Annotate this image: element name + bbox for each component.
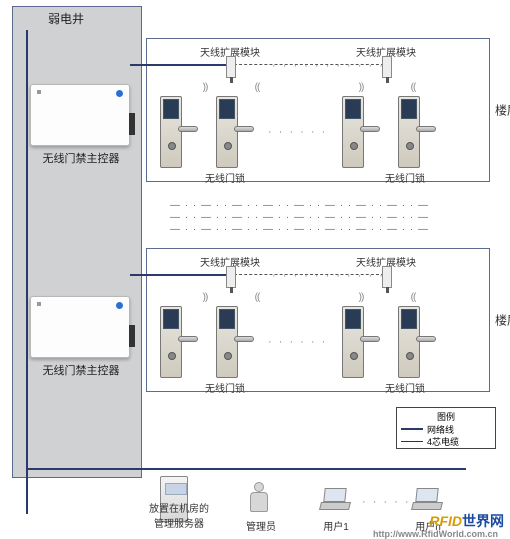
bus-to-ext-1 [130,274,230,276]
lock-label-1-right: 无线门锁 [380,380,430,395]
wireless-wave-icon: (( [398,292,428,303]
wireless-controller-n [30,84,130,146]
weak-current-shaft [12,6,142,478]
legend-box: 图例 网络线 4芯电缆 [396,407,496,449]
lock-dots-n: · · · · · · [268,126,327,138]
floor-label-1: 楼层1 [491,312,510,329]
watermark-logo: RFID世界网 http://www.RfidWorld.com.cn [429,511,504,531]
legend-title: 图例 [401,410,491,423]
wireless-door-lock [342,306,372,378]
wireless-wave-icon: (( [398,82,428,93]
shaft-label: 弱电井 [48,10,84,27]
lock-label-n-left: 无线门锁 [200,170,250,185]
legend-core: 4芯电缆 [427,435,459,448]
wireless-door-lock [216,96,246,168]
lock-label-n-right: 无线门锁 [380,170,430,185]
ext-dots-1: · · · · · · · · · · · [272,270,385,282]
wireless-door-lock [398,96,428,168]
admin-person-icon [248,482,270,514]
user-laptop-icon [412,488,442,510]
watermark-prefix: RFID [429,513,462,529]
wireless-wave-icon: )) [346,292,376,303]
wireless-door-lock [342,96,372,168]
lock-label-1-left: 无线门锁 [200,380,250,395]
antenna-ext-module [226,266,236,288]
floor-separator: — · · — · · — · · — · · — · · — · · — · … [170,212,470,223]
vertical-bus-line [26,30,28,514]
controller-label-1: 无线门禁主控器 [26,362,136,378]
wireless-door-lock [160,306,190,378]
bus-to-ext-n [130,64,230,66]
floor-separator: — · · — · · — · · — · · — · · — · · — · … [170,200,470,211]
controller-label-n: 无线门禁主控器 [26,150,136,166]
floor-separator: — · · — · · — · · — · · — · · — · · — · … [170,224,470,235]
wireless-wave-icon: (( [242,292,272,303]
antenna-ext-module [226,56,236,78]
lock-dots-1: · · · · · · [268,336,327,348]
user-laptop-icon [320,488,350,510]
ext-dots-n: · · · · · · · · · · · [272,60,385,72]
wireless-door-lock [398,306,428,378]
bottom-network-line [26,468,466,470]
wireless-wave-icon: (( [242,82,272,93]
server-label: 放置在机房的 管理服务器 [138,500,220,530]
user1-label: 用户1 [314,518,358,533]
wireless-door-lock [160,96,190,168]
wireless-wave-icon: )) [190,292,220,303]
wireless-wave-icon: )) [190,82,220,93]
admin-label: 管理员 [236,518,286,533]
floor-label-n: 楼层n [491,102,510,119]
wireless-door-lock [216,306,246,378]
wireless-wave-icon: )) [346,82,376,93]
wireless-controller-1 [30,296,130,358]
watermark-suffix: 世界网 [462,513,504,529]
watermark-url: http://www.RfidWorld.com.cn [373,529,498,539]
